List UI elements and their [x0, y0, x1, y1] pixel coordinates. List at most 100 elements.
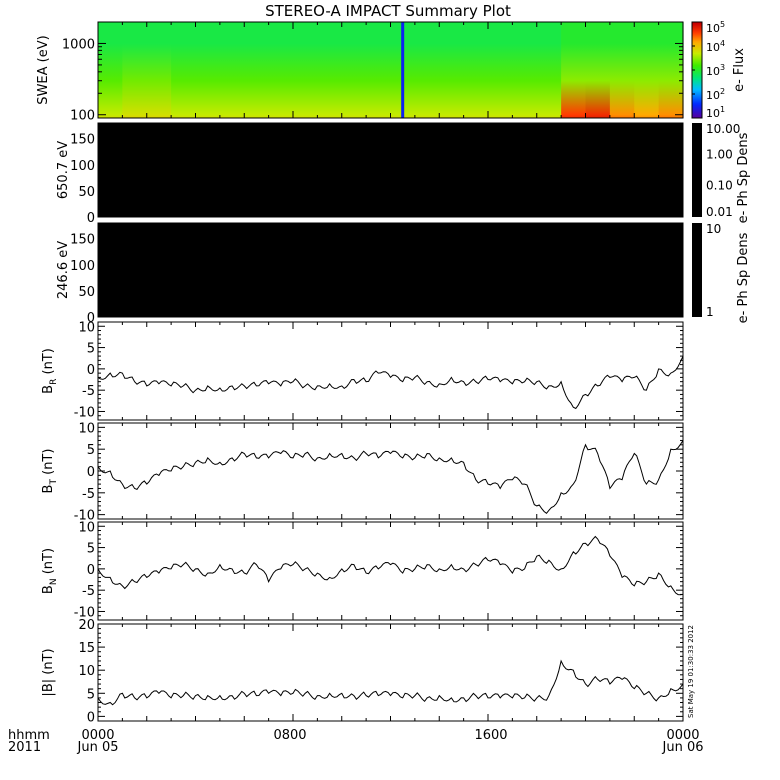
swea-ytick-label: 100: [70, 109, 95, 124]
swea-colorbar-tick-label: 103: [706, 63, 725, 78]
bn-ytick-label: 0: [87, 563, 95, 578]
swea-colorbar-cell: [692, 36, 702, 39]
br-ytick-label: 0: [87, 363, 95, 378]
bt-ytick-label: 5: [87, 443, 95, 458]
pad-650-ylabel: 650.7 eV: [56, 141, 71, 199]
swea-colorbar-cell: [692, 58, 702, 61]
swea-ylabel: SWEA (eV): [36, 35, 51, 104]
swea-colorbar-cell: [692, 84, 702, 87]
swea-colorbar-cell: [692, 42, 702, 45]
swea-colorbar-cell: [692, 26, 702, 29]
bt-ytick-label: 0: [87, 465, 95, 480]
swea-spectrogram-column: [463, 22, 489, 118]
swea-colorbar-cell: [692, 56, 702, 59]
pad-650-colorbar: [692, 123, 702, 217]
br-series-line: [97, 355, 684, 410]
swea-spectrogram-column: [414, 22, 440, 118]
swea-spectrogram-column: [293, 22, 318, 118]
swea-colorbar-cell: [692, 96, 702, 99]
swea-spectrogram-column: [366, 22, 392, 118]
bn-ytick-label: 5: [87, 542, 95, 557]
swea-colorbar-cell: [692, 22, 702, 25]
swea-spectrogram-column: [219, 22, 245, 118]
bt-ytick-label: -5: [82, 487, 95, 502]
bn-series-line: [97, 535, 684, 596]
swea-colorbar-cell: [692, 70, 702, 73]
pad-246-ytick-label: 100: [70, 259, 95, 274]
bn-ytick-label: -5: [82, 584, 95, 599]
btot-ytick-label: 10: [78, 664, 95, 679]
swea-colorbar-cell: [692, 82, 702, 85]
swea-colorbar-tick-label: 104: [706, 39, 725, 54]
x-corner-label-hhmm: hhmm: [8, 728, 50, 743]
swea-spectrogram-column: [561, 22, 587, 118]
swea-spectrogram-column: [341, 22, 367, 118]
swea-colorbar-cell: [692, 60, 702, 63]
swea-colorbar-cell: [692, 76, 702, 79]
swea-spectrogram-column: [439, 22, 465, 118]
pad-246-ytick-label: 150: [70, 233, 95, 248]
x-tick-date-jun06: Jun 06: [662, 740, 704, 755]
swea-colorbar-cell: [692, 30, 702, 33]
bt-series-line: [97, 440, 684, 514]
swea-colorbar-cell: [692, 52, 702, 55]
br-ylabel: BR (nT): [41, 348, 59, 394]
swea-colorbar-cell: [692, 46, 702, 49]
swea-colorbar-cell: [692, 74, 702, 77]
bn-ytick-label: -10: [74, 605, 95, 620]
bn-ytick-label: 10: [78, 520, 95, 535]
pad-650-colorbar-tick-label: 0.01: [706, 205, 733, 219]
swea-data-gap: [401, 22, 405, 118]
swea-colorbar-cell: [692, 104, 702, 107]
swea-spectrogram-column: [146, 22, 172, 118]
swea-spectrogram-column: [195, 22, 221, 118]
swea-colorbar-cell: [692, 24, 702, 27]
swea-colorbar-cell: [692, 32, 702, 35]
x-tick-label-0800: 0800: [273, 728, 306, 743]
x-tick-date-jun05: Jun 05: [77, 740, 119, 755]
swea-spectrogram-column: [171, 22, 197, 118]
swea-spectrogram-column: [634, 22, 660, 118]
x-tick-label-0000-end: 0000: [666, 728, 699, 743]
br-ytick-label: -10: [74, 405, 95, 420]
swea-colorbar-cell: [692, 102, 702, 105]
pad-650-ytick-label: 0: [87, 211, 95, 226]
btot-frame: [97, 623, 684, 722]
swea-colorbar-cell: [692, 110, 702, 113]
bt-ylabel: BT (nT): [41, 449, 59, 494]
swea-spectrogram-column: [512, 22, 538, 118]
btot-series-line: [97, 659, 684, 706]
swea-colorbar-cell: [692, 88, 702, 91]
pad-246-frame: [97, 222, 684, 318]
swea-spectrogram-column: [585, 22, 611, 118]
swea-colorbar-cell: [692, 116, 702, 119]
swea-spectrogram-column: [609, 22, 635, 118]
x-corner-label-year: 2011: [8, 740, 41, 755]
swea-spectrogram-column: [244, 22, 270, 118]
pad-246-ylabel: 246.6 eV: [56, 241, 71, 299]
btot-ylabel: |B| (nT): [41, 648, 56, 696]
swea-colorbar-cell: [692, 80, 702, 83]
swea-colorbar-cell: [692, 108, 702, 111]
swea-spectrogram-column: [98, 22, 123, 118]
swea-spectrogram-column: [658, 22, 684, 118]
swea-spectrogram-column: [536, 22, 562, 118]
swea-colorbar-tick-label: 105: [706, 20, 725, 35]
pad-650-ytick-label: 150: [70, 133, 95, 148]
btot-ytick-label: 20: [78, 618, 95, 633]
swea-colorbar-cell: [692, 48, 702, 51]
swea-colorbar-cell: [692, 50, 702, 53]
swea-colorbar-cell: [692, 64, 702, 67]
swea-colorbar-cell: [692, 72, 702, 75]
pad-650-ytick-label: 50: [78, 185, 95, 200]
bn-ylabel: BN (nT): [41, 548, 59, 594]
swea-colorbar-cell: [692, 114, 702, 117]
swea-colorbar-cell: [692, 78, 702, 81]
swea-colorbar-tick-label: 102: [706, 87, 725, 102]
swea-colorbar-cell: [692, 112, 702, 115]
btot-ytick-label: 5: [87, 687, 95, 702]
swea-frame: [97, 21, 684, 119]
swea-colorbar-cell: [692, 90, 702, 93]
pad-650-colorbar-label: e- Ph Sp Dens: [736, 132, 751, 223]
